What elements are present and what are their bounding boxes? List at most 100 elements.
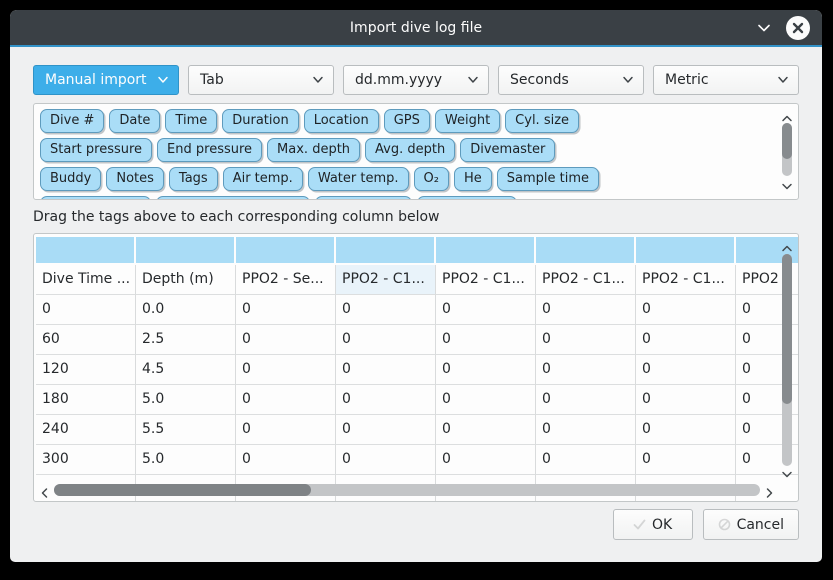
drag-tag[interactable]: O₂ bbox=[413, 167, 449, 191]
drag-tag[interactable]: Date bbox=[109, 109, 161, 133]
column-drop-cell[interactable] bbox=[436, 237, 536, 265]
units-value: Metric bbox=[665, 72, 709, 88]
drag-tag[interactable]: Notes bbox=[106, 167, 164, 191]
units-select[interactable]: Metric bbox=[653, 65, 799, 95]
column-drop-cell[interactable] bbox=[636, 237, 736, 265]
drag-tag[interactable]: Start pressure bbox=[40, 138, 153, 162]
scrollbar-thumb[interactable] bbox=[782, 254, 792, 404]
column-drop-cell[interactable] bbox=[536, 237, 636, 265]
check-icon bbox=[633, 519, 646, 530]
table-cell: 5.0 bbox=[136, 445, 236, 475]
drag-tag[interactable]: Cyl. size bbox=[505, 109, 580, 133]
cancel-icon bbox=[718, 518, 731, 531]
titlebar[interactable]: Import dive log file bbox=[10, 10, 822, 47]
scroll-right-icon[interactable] bbox=[765, 484, 774, 501]
drag-tag[interactable]: Avg. depth bbox=[365, 138, 456, 162]
instructions-label: Drag the tags above to each correspondin… bbox=[33, 209, 440, 225]
table-cell: 0 bbox=[636, 355, 736, 385]
scroll-up-icon[interactable] bbox=[781, 238, 793, 257]
drag-tag[interactable]: Duration bbox=[222, 109, 299, 133]
column-header: PPO2 bbox=[736, 265, 798, 295]
drag-tag[interactable]: Sample depth bbox=[40, 196, 151, 199]
drag-tag[interactable]: End pressure bbox=[157, 138, 263, 162]
table-header-row: Dive Time ... Depth (m) PPO2 - Se... PPO2 -… bbox=[36, 265, 798, 295]
cancel-button[interactable]: Cancel bbox=[702, 509, 799, 540]
table-cell: 300 bbox=[36, 445, 136, 475]
table-cell: 0 bbox=[736, 295, 798, 325]
table-row: 300 5.0 0 0 0 0 0 0 bbox=[36, 445, 798, 475]
chevron-down-icon bbox=[313, 76, 323, 83]
table-row: 60 2.5 0 0 0 0 0 0 bbox=[36, 325, 798, 355]
scrollbar-thumb[interactable] bbox=[54, 484, 311, 496]
table-cell: 0 bbox=[636, 415, 736, 445]
table-cell: 0 bbox=[336, 325, 436, 355]
table-cell: 0 bbox=[536, 385, 636, 415]
table-vertical-scrollbar[interactable] bbox=[780, 239, 794, 482]
column-drop-cell[interactable] bbox=[236, 237, 336, 265]
ok-button[interactable]: OK bbox=[612, 509, 693, 540]
table-cell: 2.5 bbox=[136, 325, 236, 355]
table-cell: 0 bbox=[636, 325, 736, 355]
scrollbar-thumb[interactable] bbox=[782, 123, 792, 159]
drag-tag[interactable]: He bbox=[453, 167, 492, 191]
drag-tag[interactable]: Tags bbox=[168, 167, 218, 191]
table-cell: 0 bbox=[436, 295, 536, 325]
table-row: 120 4.5 0 0 0 0 0 0 bbox=[36, 355, 798, 385]
table-cell: 0 bbox=[436, 415, 536, 445]
field-separator-value: Tab bbox=[200, 72, 224, 88]
drag-tag[interactable]: Location bbox=[303, 109, 379, 133]
scroll-down-icon[interactable] bbox=[781, 176, 793, 195]
import-source-select[interactable]: Manual import bbox=[33, 65, 179, 95]
drag-tag[interactable]: Sample pO₂ bbox=[315, 196, 412, 199]
scroll-down-icon[interactable] bbox=[781, 464, 793, 483]
drag-tag[interactable]: Weight bbox=[434, 109, 501, 133]
drag-tag[interactable]: Dive # bbox=[40, 109, 105, 133]
drag-tag[interactable]: Air temp. bbox=[222, 167, 303, 191]
chevron-down-icon bbox=[158, 76, 168, 83]
table-cell: 0 bbox=[36, 295, 136, 325]
field-separator-select[interactable]: Tab bbox=[188, 65, 334, 95]
drag-tag[interactable]: GPS bbox=[383, 109, 430, 133]
titlebar-buttons bbox=[756, 10, 810, 45]
table-cell: 180 bbox=[36, 385, 136, 415]
table-cell: 0 bbox=[336, 355, 436, 385]
table-cell: 60 bbox=[36, 325, 136, 355]
chevron-down-icon[interactable] bbox=[756, 23, 772, 33]
table-cell: 0 bbox=[636, 445, 736, 475]
drag-tag[interactable]: Sample time bbox=[496, 167, 600, 191]
scroll-up-icon[interactable] bbox=[781, 108, 793, 127]
close-icon bbox=[792, 22, 804, 33]
chevron-down-icon bbox=[778, 76, 788, 83]
drag-tag[interactable]: Water temp. bbox=[307, 167, 409, 191]
dialog-title: Import dive log file bbox=[349, 19, 483, 36]
drag-tag[interactable]: Sample CNS bbox=[416, 196, 517, 199]
table-horizontal-scrollbar[interactable] bbox=[40, 483, 774, 498]
drag-tag[interactable]: Max. depth bbox=[267, 138, 361, 162]
drag-tag[interactable]: Time bbox=[165, 109, 218, 133]
close-button[interactable] bbox=[786, 15, 810, 40]
import-source-value: Manual import bbox=[45, 72, 147, 88]
date-format-select[interactable]: dd.mm.yyyy bbox=[343, 65, 489, 95]
table-cell: 0 bbox=[436, 385, 536, 415]
table-cell: 240 bbox=[36, 415, 136, 445]
table-cell: 0 bbox=[236, 325, 336, 355]
table-cell: 0 bbox=[436, 355, 536, 385]
column-drop-cell[interactable] bbox=[336, 237, 436, 265]
table-cell: 0 bbox=[636, 385, 736, 415]
tag-palette-scrollbar[interactable] bbox=[780, 110, 794, 194]
column-drop-cell[interactable] bbox=[36, 237, 136, 265]
drag-tag[interactable]: Buddy bbox=[40, 167, 102, 191]
scroll-left-icon[interactable] bbox=[40, 484, 49, 501]
table-cell: 0 bbox=[736, 385, 798, 415]
column-drop-cell[interactable] bbox=[136, 237, 236, 265]
chevron-down-icon bbox=[468, 76, 478, 83]
duration-format-select[interactable]: Seconds bbox=[498, 65, 644, 95]
table-cell: 0 bbox=[536, 325, 636, 355]
drag-tag[interactable]: Sample temperature bbox=[155, 196, 311, 199]
table-cell: 0 bbox=[736, 445, 798, 475]
import-options-row: Manual import Tab dd.mm.yyyy Seconds Met… bbox=[33, 65, 799, 95]
table-cell: 5.5 bbox=[136, 415, 236, 445]
drag-tag[interactable]: Divemaster bbox=[460, 138, 556, 162]
table-cell: 0 bbox=[236, 445, 336, 475]
dialog-content: Manual import Tab dd.mm.yyyy Seconds Met… bbox=[10, 65, 822, 540]
